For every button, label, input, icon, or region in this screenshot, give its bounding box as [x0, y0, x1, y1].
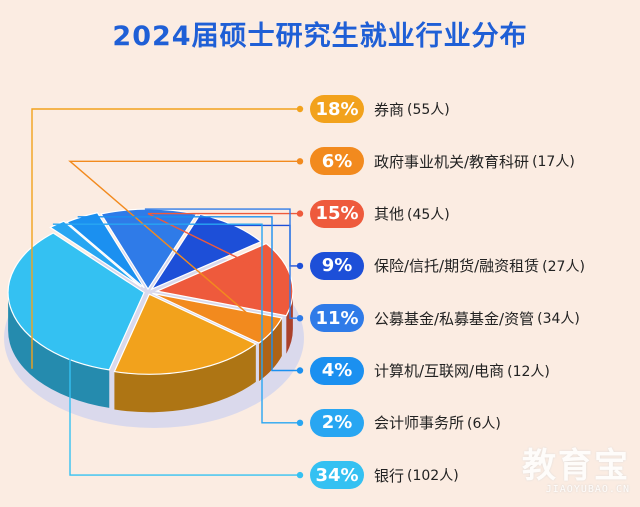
leader-dot-5 [296, 315, 304, 322]
leader-dot-1 [296, 105, 304, 113]
legend-item-6: 4% 计算机/互联网/电商 (12人) [310, 356, 550, 386]
legend-label: 公募基金/私募基金/资管 [374, 309, 535, 328]
legend-count: (12人) [507, 363, 550, 380]
legend-percent-badge: 18% [310, 95, 364, 123]
legend-item-4: 9% 保险/信托/期货/融资租赁 (27人) [310, 251, 585, 281]
legend-count: (102人) [407, 468, 459, 485]
leader-dot-6 [296, 367, 304, 374]
legend-item-1: 18% 券商 (55人) [310, 94, 450, 124]
legend-label: 保险/信托/期货/融资租赁 [374, 257, 540, 276]
watermark-logo: 教育宝 JIAOYUBAO.CN [522, 448, 630, 495]
pie-slice-side [286, 291, 293, 354]
legend-percent-badge: 34% [310, 461, 364, 490]
legend-label: 计算机/互联网/电商 [374, 362, 505, 380]
legend-count: (55人) [407, 102, 450, 118]
pie-slice-side [258, 317, 282, 382]
pie-slice-8 [7, 232, 145, 371]
legend-percent-badge: 2% [310, 408, 364, 437]
legend-label: 银行 [374, 466, 405, 485]
leader-line-6 [77, 216, 300, 372]
leader-dot-4 [296, 262, 304, 270]
legend-label: 会计师事务所 [374, 414, 465, 433]
legend-percent-badge: 4% [310, 356, 364, 385]
legend-label: 政府事业机关/教育科研 [374, 152, 530, 171]
legend-count: (45人) [407, 206, 450, 223]
chart-title: 2024届硕士研究生就业行业分布 [112, 21, 528, 52]
legend-count: (17人) [532, 154, 575, 171]
leader-dot-2 [296, 158, 304, 165]
legend-percent-badge: 11% [310, 304, 364, 333]
legend-item-8: 34% 银行 (102人) [310, 460, 459, 490]
pie-slice-side [114, 343, 256, 413]
leader-line-5 [144, 208, 300, 319]
legend-count: (6人) [467, 415, 501, 432]
legend-item-2: 6% 政府事业机关/教育科研 (17人) [310, 146, 575, 176]
leader-line-1 [31, 108, 300, 369]
legend-item-5: 11% 公募基金/私募基金/资管 (34人) [310, 303, 580, 333]
legend-count: (34人) [537, 311, 580, 328]
legend-percent-badge: 6% [310, 147, 364, 176]
leader-line-3 [147, 212, 300, 275]
legend-count: (27人) [542, 258, 585, 275]
legend-percent-badge: 9% [310, 251, 364, 280]
leader-dot-8 [296, 471, 304, 479]
watermark-url: JIAOYUBAO.CN [545, 484, 630, 495]
legend-label: 其他 [374, 205, 405, 224]
leader-dot-3 [296, 210, 304, 217]
pie-slice-1 [113, 293, 257, 375]
watermark-text: 教育宝 [522, 446, 630, 486]
leader-line-8 [69, 322, 300, 476]
legend-percent-badge: 15% [310, 199, 364, 228]
leader-dot-7 [296, 419, 304, 426]
legend-item-3: 15% 其他 (45人) [310, 199, 450, 229]
legend-item-7: 2% 会计师事务所 (6人) [310, 408, 501, 438]
leader-line-2 [68, 160, 300, 320]
leader-line-7 [52, 223, 300, 424]
pie-slice-side [8, 292, 110, 408]
legend-label: 券商 [374, 100, 405, 119]
